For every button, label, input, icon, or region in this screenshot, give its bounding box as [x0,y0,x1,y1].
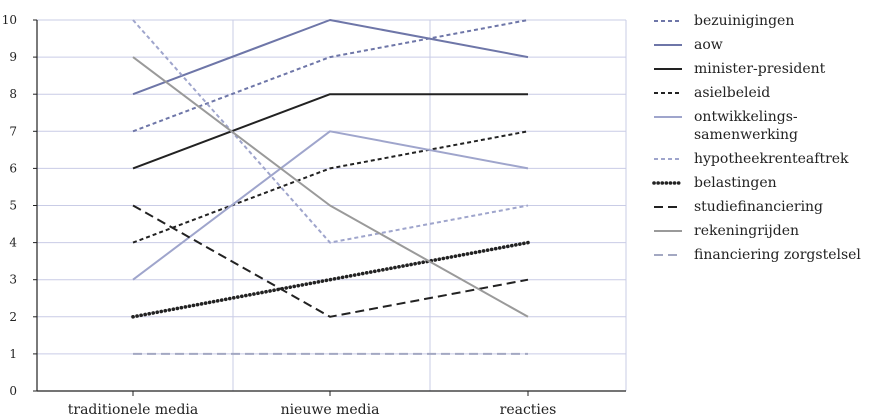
legend-swatch [654,158,682,160]
y-tick-label: 3 [9,273,17,287]
y-tick-label: 0 [9,384,17,398]
x-tick-label: reacties [500,402,557,418]
legend-swatch [654,254,682,256]
legend-item: asielbeleid [652,84,867,102]
series-line-4 [132,130,529,244]
legend-item: minister-president [652,60,867,78]
legend-swatch [654,230,682,232]
y-tick-label: 10 [2,13,17,27]
legend-swatch [654,206,682,208]
x-tick-label: traditionele media [68,402,199,418]
legend-swatch [654,92,682,94]
legend-label: financiering zorgstelsel [694,247,861,263]
legend-label: asielbeleid [694,85,771,101]
legend-swatch [652,181,684,185]
y-tick-label: 1 [9,347,17,361]
legend-swatch [654,116,682,118]
legend-label: studiefinanciering [694,199,824,215]
legend-swatch [654,20,682,22]
series-line-2 [132,19,529,96]
legend-item: financiering zorgstelsel [652,246,867,264]
legend-item: belastingen [652,174,867,192]
legend-label: rekeningrijden [694,223,799,239]
series-line-3 [132,93,528,170]
y-tick-label: 2 [9,310,17,324]
legend-label: hypotheekrenteaftrek [694,151,849,167]
legend-label: minister-president [694,61,826,77]
series-line-7 [131,240,530,319]
y-tick-label: 5 [9,199,17,213]
series-line-8 [132,204,529,318]
legend-label: belastingen [694,175,777,191]
legend-label: ontwikkelings- samenwerking [694,109,799,143]
line-chart: 0 1 2 3 4 5 6 7 8 9 10 traditionele media nieuwe med… [2,13,627,418]
legend-label: bezuinigingen [694,13,795,29]
series-line-1 [132,19,529,133]
y-tick-label: 8 [9,87,17,101]
legend-swatch [654,44,682,46]
legend-item: bezuinigingen [652,12,867,30]
series-line-6 [132,19,529,244]
legend-swatch [654,68,682,70]
y-tick-label: 9 [9,50,17,64]
legend-item: ontwikkelings- samenwerking [652,108,867,144]
chart-legend: bezuinigingen aow minister-president asielb… [652,12,867,270]
x-tick-label: nieuwe media [281,402,380,418]
legend-item: aow [652,36,867,54]
legend-item: rekeningrijden [652,222,867,240]
legend-item: studiefinanciering [652,198,867,216]
y-tick-label: 4 [9,236,17,250]
y-tick-label: 6 [9,161,17,175]
legend-item: hypotheekrenteaftrek [652,150,867,168]
series-line-5 [132,130,529,281]
y-tick-label: 7 [9,124,17,138]
series-line-9 [132,56,529,318]
legend-label: aow [694,37,723,53]
